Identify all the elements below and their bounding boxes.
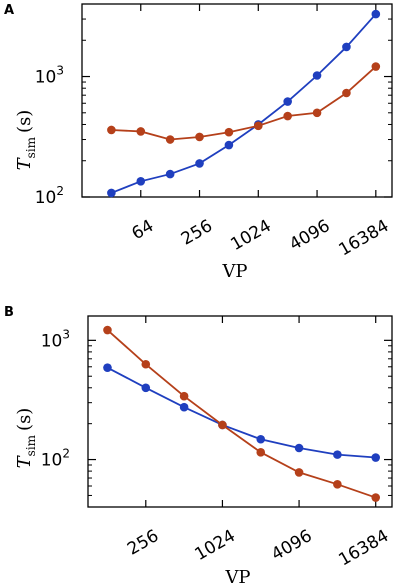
x-axis-label: VP bbox=[221, 261, 247, 282]
x-tick-label: 1024 bbox=[191, 526, 238, 565]
data-point-red bbox=[294, 468, 304, 477]
x-tick-label: 1024 bbox=[227, 216, 274, 255]
data-point-red bbox=[136, 127, 146, 136]
series-line-blue bbox=[107, 366, 376, 459]
data-point-red bbox=[195, 132, 204, 142]
data-point-blue bbox=[107, 188, 116, 198]
data-point-red bbox=[253, 121, 263, 131]
data-point-blue bbox=[256, 434, 266, 444]
data-point-blue bbox=[179, 402, 189, 412]
data-point-red bbox=[179, 391, 189, 401]
x-tick-label: 4096 bbox=[268, 526, 315, 565]
data-point-blue bbox=[333, 450, 342, 459]
data-point-red bbox=[256, 448, 266, 457]
plot-frame bbox=[81, 3, 393, 198]
data-point-red bbox=[165, 135, 175, 144]
data-point-blue bbox=[136, 176, 146, 186]
data-point-red bbox=[342, 88, 351, 98]
y-tick-label: 102 bbox=[41, 447, 70, 471]
panel-a: A 64 256 1024 4096 16384 102 103 VP Tsim(s) bbox=[4, 3, 393, 282]
data-point-blue bbox=[224, 140, 234, 150]
series-line-red bbox=[106, 329, 377, 499]
data-point-red bbox=[283, 111, 292, 121]
x-tick-label: 16384 bbox=[335, 216, 392, 260]
x-axis-label: VP bbox=[224, 567, 250, 586]
y-axis-label: Tsim(s) bbox=[14, 408, 38, 469]
data-point-red bbox=[224, 127, 234, 137]
x-tick-label: 256 bbox=[124, 526, 162, 560]
data-point-red bbox=[371, 62, 381, 71]
data-point-red bbox=[103, 325, 112, 335]
data-point-red bbox=[107, 125, 116, 135]
data-point-blue bbox=[294, 443, 304, 453]
series-line-blue bbox=[111, 13, 377, 194]
data-point-blue bbox=[283, 97, 292, 106]
data-point-red bbox=[371, 493, 381, 502]
data-point-blue bbox=[371, 9, 381, 19]
data-point-red bbox=[333, 480, 342, 489]
y-tick-label: 103 bbox=[41, 327, 70, 351]
data-point-red bbox=[312, 108, 322, 118]
data-point-blue bbox=[141, 383, 151, 393]
plot-frame bbox=[87, 315, 393, 508]
data-point-blue bbox=[165, 169, 175, 179]
data-point-blue bbox=[195, 159, 204, 168]
data-point-blue bbox=[342, 42, 351, 52]
y-tick-label: 103 bbox=[35, 64, 64, 88]
x-tick-label: 256 bbox=[178, 216, 216, 250]
data-point-red bbox=[218, 420, 227, 430]
x-tick-label: 64 bbox=[129, 216, 158, 244]
series-line-red bbox=[111, 65, 377, 141]
data-point-blue bbox=[103, 363, 112, 372]
data-point-red bbox=[141, 359, 151, 369]
x-tick-label: 4096 bbox=[286, 216, 333, 255]
data-point-blue bbox=[312, 71, 322, 80]
panel-letter: B bbox=[4, 305, 14, 320]
x-tick-label: 16384 bbox=[335, 526, 392, 570]
y-axis-label: Tsim(s) bbox=[14, 110, 38, 171]
panel-b: B 256 1024 4096 16384 102 103 VP Tsim(s) bbox=[4, 305, 393, 586]
y-tick-label: 102 bbox=[35, 184, 64, 208]
panel-letter: A bbox=[4, 3, 14, 18]
data-point-blue bbox=[371, 453, 381, 462]
